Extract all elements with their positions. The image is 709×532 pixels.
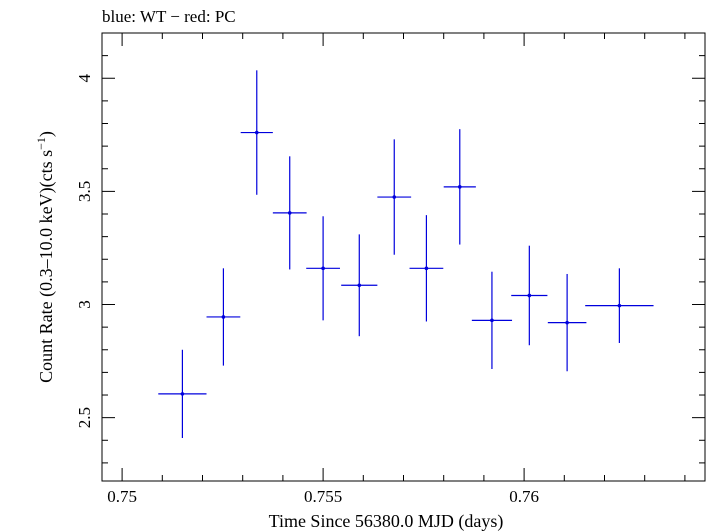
chart-title: blue: WT − red: PC — [102, 7, 236, 26]
point-marker — [392, 195, 397, 199]
y-axis-label-close: ) — [36, 131, 57, 137]
data-point — [306, 216, 340, 321]
y-tick-label: 3 — [75, 300, 94, 309]
data-point — [206, 268, 241, 366]
y-axis-label-exponent: −1 — [34, 137, 48, 150]
point-marker — [287, 211, 292, 215]
data-point — [409, 215, 444, 322]
data-points — [158, 70, 654, 439]
data-point — [341, 234, 378, 337]
data-point — [240, 70, 273, 195]
point-marker — [221, 315, 226, 319]
x-axis-label: Time Since 56380.0 MJD (days) — [269, 511, 504, 532]
point-marker — [617, 303, 622, 308]
y-tick-label: 2.5 — [75, 407, 94, 428]
data-point — [377, 139, 412, 255]
data-point — [471, 271, 513, 369]
y-tick-label: 4 — [75, 74, 94, 83]
data-point — [511, 245, 548, 346]
y-tick-label: 3.5 — [75, 181, 94, 202]
point-marker — [357, 283, 362, 288]
point-marker — [527, 293, 532, 298]
data-point — [272, 156, 307, 270]
point-marker — [424, 266, 429, 271]
point-marker — [254, 130, 259, 135]
data-point — [585, 268, 654, 343]
y-axis-label: Count Rate (0.3–10.0 keV)(cts s−1) — [34, 131, 57, 383]
point-marker — [565, 320, 569, 325]
x-tick-label: 0.755 — [304, 487, 342, 506]
data-point — [547, 273, 587, 372]
point-marker — [490, 318, 494, 323]
x-tick-label: 0.75 — [107, 487, 137, 506]
axis-ticks — [102, 32, 705, 481]
axis-tick-labels: 0.75 0.755 0.76 2.5 3 3.5 4 — [75, 74, 539, 506]
data-point — [443, 129, 476, 245]
point-marker — [180, 392, 185, 396]
y-axis-label-main: Count Rate (0.3–10.0 keV)(cts s — [36, 150, 57, 383]
point-marker — [457, 185, 462, 189]
point-marker — [321, 266, 325, 271]
data-point — [158, 349, 207, 439]
x-tick-label: 0.76 — [509, 487, 539, 506]
plot-frame — [101, 32, 706, 482]
